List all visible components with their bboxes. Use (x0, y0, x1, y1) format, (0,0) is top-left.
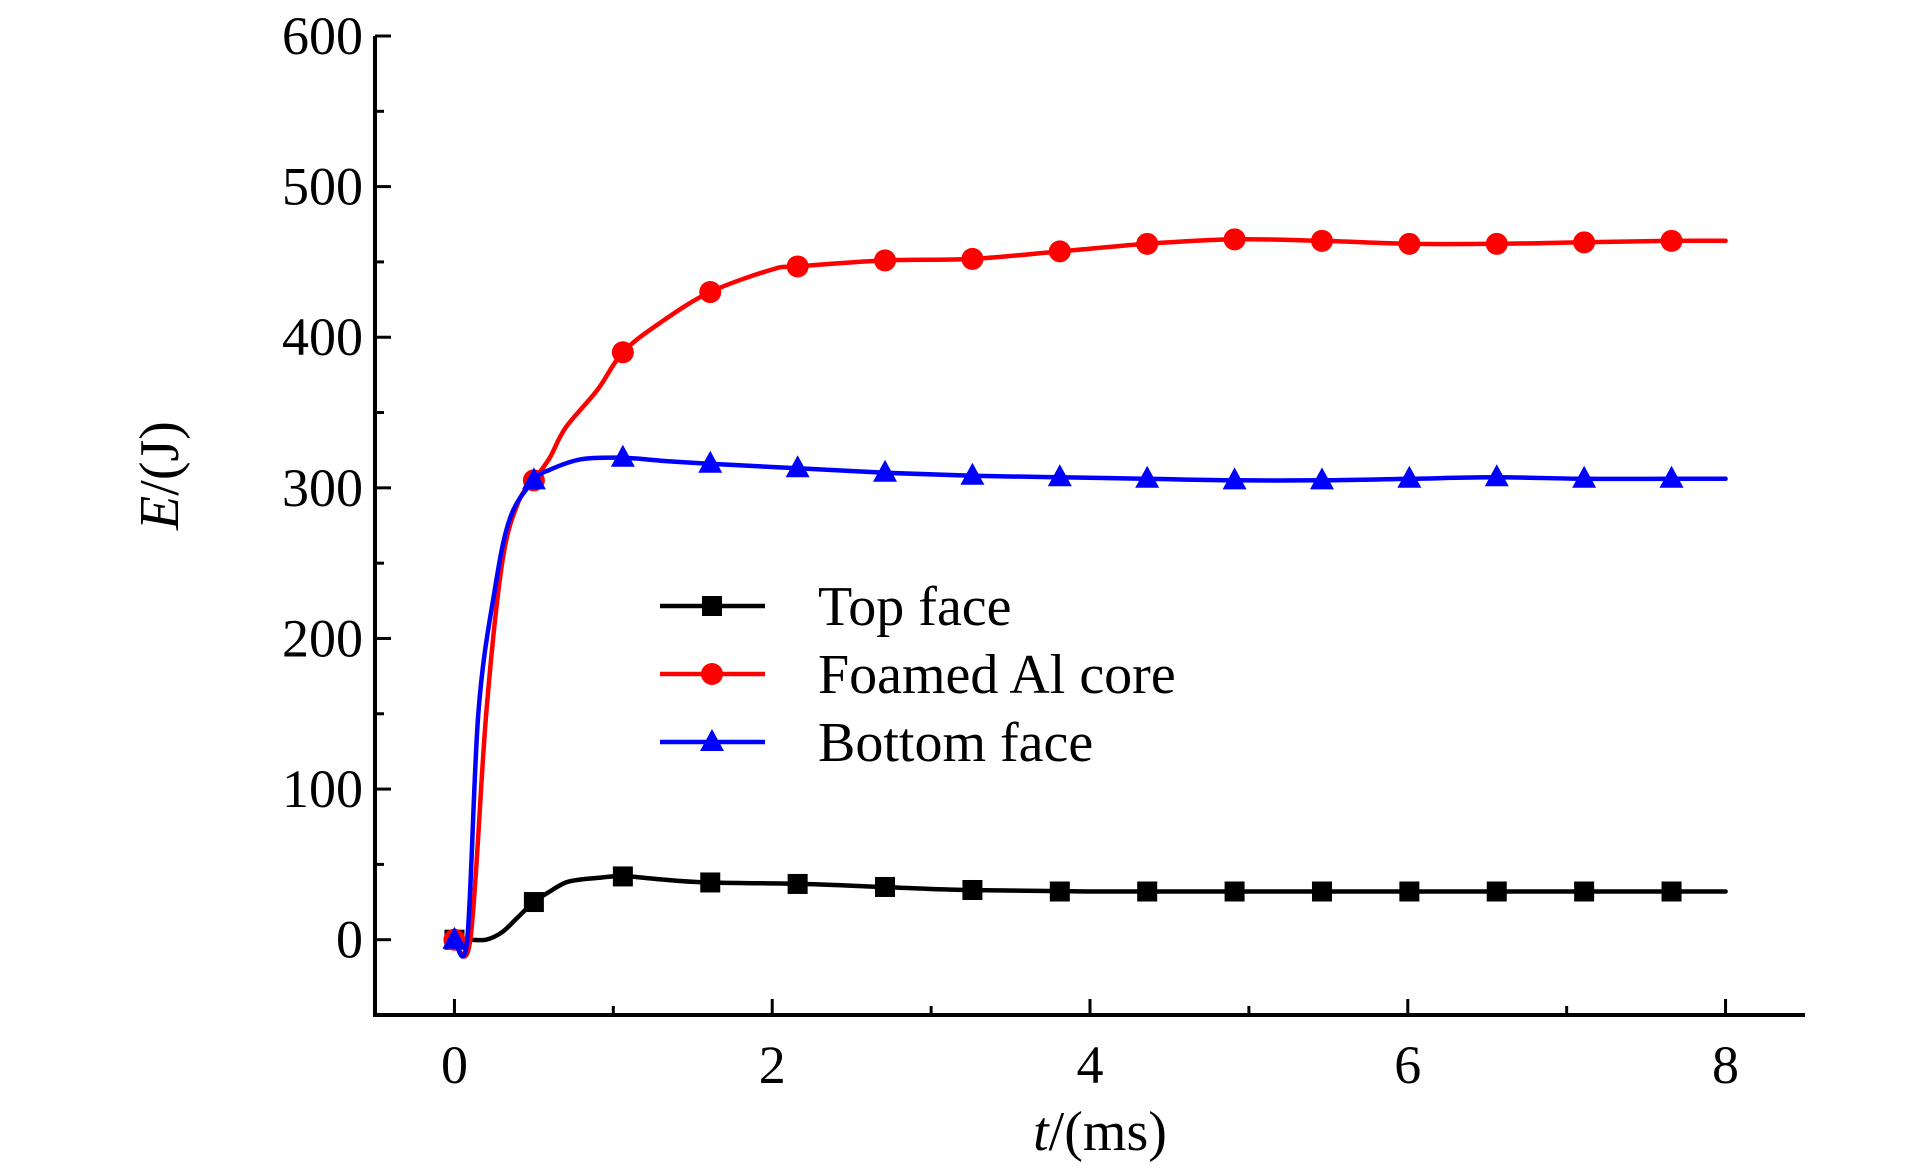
data-point-top-face (787, 873, 808, 894)
data-point-foamed-al-core (1136, 232, 1159, 255)
data-point-top-face (1399, 881, 1420, 902)
data-point-bottom-face (1135, 465, 1160, 488)
data-point-top-face (875, 876, 896, 897)
data-point-top-face (1486, 881, 1507, 902)
data-point-top-face (1311, 881, 1332, 902)
legend-label: Top face (818, 576, 1012, 638)
data-point-top-face (1224, 881, 1245, 902)
x-tick-label: 2 (759, 1035, 786, 1095)
data-point-foamed-al-core (1573, 231, 1596, 254)
data-point-foamed-al-core (1660, 229, 1683, 252)
series-top-face (444, 866, 1728, 950)
data-point-foamed-al-core (1398, 232, 1421, 255)
series-line-bottom-face (452, 455, 1728, 959)
y-tick-label: 100 (282, 759, 363, 819)
data-point-top-face (962, 879, 983, 900)
data-point-foamed-al-core (1485, 232, 1508, 255)
x-tick-label: 6 (1394, 1035, 1421, 1095)
data-point-top-face (1661, 881, 1682, 902)
x-axis-label: t/(ms) (1033, 1101, 1167, 1163)
x-tick-label: 8 (1712, 1035, 1739, 1095)
data-point-bottom-face (1572, 465, 1597, 488)
data-point-top-face (1574, 881, 1595, 902)
data-point-top-face (700, 872, 721, 893)
data-point-top-face (1137, 881, 1158, 902)
x-axis-var: t (1033, 1101, 1050, 1163)
y-axis-label: E/(J) (129, 421, 191, 531)
data-point-top-face (1049, 881, 1070, 902)
series-foamed-al-core (443, 228, 1728, 959)
legend-swatch-marker (700, 729, 724, 751)
legend-item-bottom-face: Bottom face (660, 712, 1093, 774)
data-point-top-face (523, 892, 544, 913)
data-point-foamed-al-core (1048, 240, 1071, 263)
series-bottom-face (442, 444, 1728, 959)
y-axis-unit: /(J) (129, 421, 191, 496)
legend-swatch-marker (701, 663, 723, 685)
data-point-foamed-al-core (1223, 228, 1246, 251)
legend-swatch-marker (702, 596, 722, 616)
legend-label: Foamed Al core (818, 644, 1176, 706)
data-point-foamed-al-core (786, 255, 809, 278)
data-point-foamed-al-core (699, 281, 722, 304)
data-point-bottom-face (1222, 467, 1247, 490)
data-point-foamed-al-core (1310, 229, 1333, 252)
series-layer (442, 228, 1728, 959)
x-tick-label: 0 (441, 1035, 468, 1095)
y-tick-label: 0 (336, 910, 363, 970)
legend-item-top-face: Top face (660, 576, 1012, 638)
data-point-bottom-face (785, 455, 810, 478)
legend-label: Bottom face (818, 712, 1093, 774)
data-point-bottom-face (521, 467, 546, 490)
y-axis-var: E (129, 496, 191, 531)
data-point-bottom-face (873, 459, 898, 482)
data-point-bottom-face (610, 444, 635, 467)
data-point-bottom-face (1659, 465, 1684, 488)
y-tick-label: 400 (282, 307, 363, 367)
data-point-bottom-face (1397, 465, 1422, 488)
data-point-bottom-face (1309, 467, 1334, 490)
data-point-foamed-al-core (961, 247, 984, 270)
axes: 0 100 200 300 400 500 600 0 2 4 6 8 (282, 6, 1805, 1095)
data-point-bottom-face (442, 926, 467, 949)
x-tick-label: 4 (1077, 1035, 1104, 1095)
x-axis-unit: /(ms) (1049, 1101, 1167, 1163)
data-point-top-face (612, 866, 633, 887)
data-point-bottom-face (1484, 464, 1509, 487)
series-line-foamed-al-core (452, 236, 1728, 959)
y-tick-label: 600 (282, 6, 363, 66)
y-tick-label: 500 (282, 157, 363, 217)
data-point-foamed-al-core (874, 249, 897, 272)
y-tick-label: 200 (282, 608, 363, 668)
data-point-bottom-face (1047, 464, 1072, 487)
data-point-bottom-face (698, 450, 723, 473)
legend-item-foamed-al-core: Foamed Al core (660, 644, 1176, 706)
data-point-foamed-al-core (611, 341, 634, 364)
y-tick-label: 300 (282, 458, 363, 518)
data-point-bottom-face (960, 462, 985, 485)
series-line-top-face (452, 873, 1728, 943)
